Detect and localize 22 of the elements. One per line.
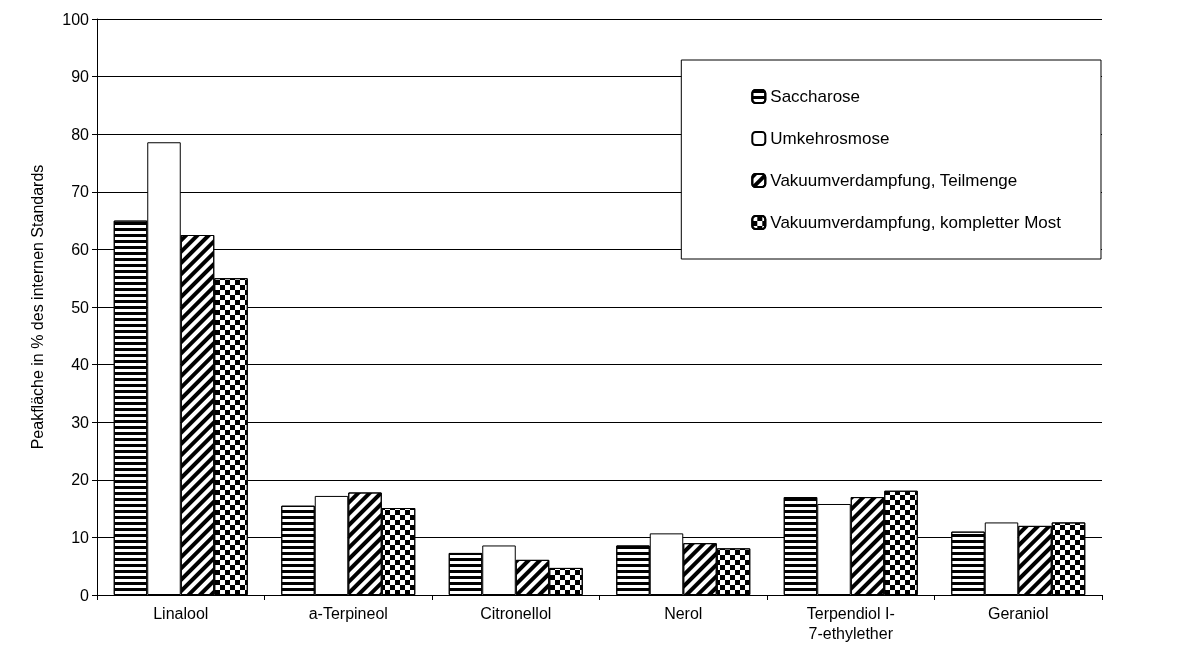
x-tick-label: Nerol [664,604,703,622]
x-tick-label: Citronellol [480,604,552,622]
x-tick-label: Geraniol [988,604,1049,622]
y-tick-label: 40 [71,356,90,374]
y-tick-label: 80 [71,125,90,143]
y-axis-title: Peakfläche in % des internen Standards [28,164,46,450]
y-tick-label: 10 [71,528,90,546]
y-tick-label: 50 [71,298,90,316]
legend-label: Umkehrosmose [770,129,890,148]
x-tick-label: a-Terpineol [308,604,388,622]
y-tick-label: 60 [71,240,90,258]
y-tick-label: 0 [80,586,90,604]
legend-label: Vakuumverdampfung, Teilmenge [770,171,1018,190]
y-tick-label: 100 [62,10,90,28]
y-tick-label: 70 [71,183,90,201]
legend-label: Vakuumverdampfung, kompletter Most [770,213,1062,232]
y-tick-label: 20 [71,471,90,489]
y-tick-label: 30 [71,413,90,431]
legend-label: Saccharose [770,87,861,106]
x-tick-label: Linalool [153,604,209,622]
y-tick-label: 90 [71,68,90,86]
x-tick-label: Terpendiol I- 7-ethylether [806,604,895,642]
